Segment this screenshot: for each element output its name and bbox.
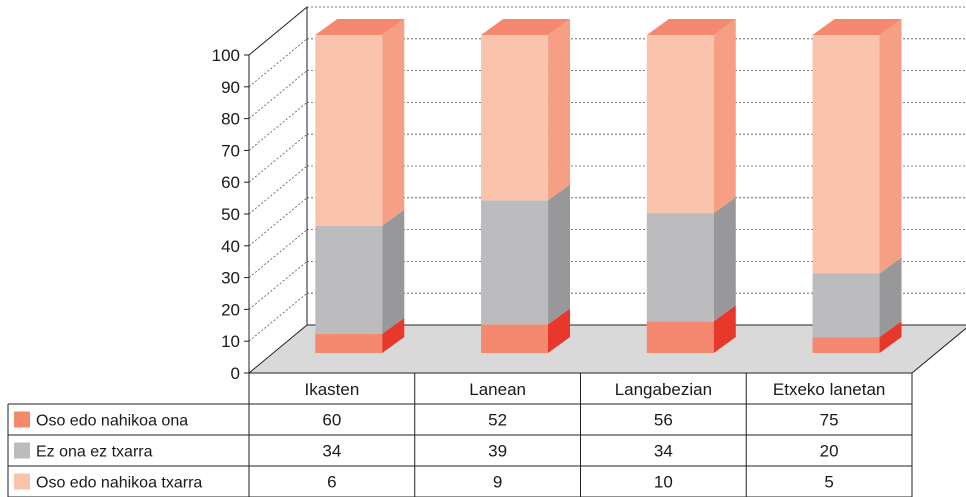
table-cell-value: 10	[654, 473, 673, 492]
bar-segment-side	[382, 209, 405, 334]
y-tick-label: 90	[221, 78, 240, 97]
bar-segment-front	[481, 324, 549, 353]
bar-segment-front	[646, 321, 714, 353]
legend-swatch	[14, 473, 30, 490]
bar-segment-side	[713, 197, 736, 322]
gridline-side	[248, 197, 308, 247]
gridline-side	[248, 38, 308, 88]
y-tick-label: 0	[231, 364, 240, 383]
gridline-side	[248, 133, 308, 183]
bar-segment-side	[548, 308, 571, 353]
gridline-side	[248, 165, 308, 215]
y-tick-label: 80	[221, 110, 240, 129]
table-cell-value: 34	[322, 442, 341, 461]
bar-segment-front	[481, 35, 549, 201]
bar-top-face	[481, 19, 571, 35]
bar-segment-front	[315, 333, 383, 353]
bar-segment-side	[382, 19, 405, 226]
gridline-side	[248, 102, 308, 151]
bar-segment-front	[646, 213, 714, 322]
bar-segment-front	[315, 225, 383, 334]
bar-segment-front	[812, 337, 880, 353]
y-tick-label: 20	[221, 300, 240, 319]
y-tick-label: 50	[221, 205, 240, 224]
x-category-label: Ikasten	[304, 380, 359, 399]
bar-segment-front	[812, 273, 880, 338]
table-cell-value: 20	[820, 442, 839, 461]
table-cell-value: 34	[654, 442, 673, 461]
legend-label: Oso edo nahikoa ona	[36, 413, 188, 430]
bar-segment-front	[481, 200, 549, 325]
table-cell-value: 5	[824, 473, 833, 492]
gridline-side	[248, 229, 308, 278]
bar-segment-side	[713, 19, 736, 214]
y-tick-label: 100	[212, 46, 240, 65]
legend-swatch	[14, 411, 30, 428]
table-cell-value: 52	[488, 411, 507, 430]
bar-segment-front	[812, 35, 880, 274]
bar-segment-side	[879, 321, 902, 353]
bar-segment-side	[879, 19, 902, 274]
x-category-label: Etxeko lanetan	[773, 380, 885, 399]
chart-floor	[247, 324, 966, 374]
y-tick-label: 40	[221, 237, 240, 256]
legend-swatch	[14, 442, 30, 459]
gridline-side	[248, 292, 308, 342]
gridline-side	[248, 261, 308, 310]
bar-top-face	[315, 19, 405, 35]
bar-segment-side	[713, 305, 736, 353]
bar-segment-side	[382, 317, 405, 353]
table-cell-value: 75	[820, 411, 839, 430]
table-cell-value: 6	[327, 473, 336, 492]
table-cell-value: 9	[493, 473, 502, 492]
table-cell-value: 39	[488, 442, 507, 461]
legend-label: Oso edo nahikoa txarra	[36, 475, 202, 492]
bar-segment-side	[548, 184, 571, 325]
x-category-label: Lanean	[469, 380, 526, 399]
bar-segment-front	[646, 35, 714, 214]
table-cell-value: 56	[654, 411, 673, 430]
bar-top-face	[812, 19, 902, 35]
bar-segment-front	[315, 35, 383, 226]
bar-segment-side	[879, 257, 902, 338]
bar-top-face	[646, 19, 736, 35]
legend-label: Ez ona ez txarra	[36, 444, 153, 461]
gridline-side	[248, 70, 308, 119]
wall-top-edge	[248, 6, 308, 56]
table-cell-value: 60	[322, 411, 341, 430]
x-category-label: Langabezian	[615, 380, 712, 399]
y-tick-label: 10	[221, 332, 240, 351]
y-tick-label: 70	[221, 141, 240, 160]
y-tick-label: 60	[221, 173, 240, 192]
bar-segment-side	[548, 19, 571, 201]
y-tick-label: 30	[221, 269, 240, 288]
